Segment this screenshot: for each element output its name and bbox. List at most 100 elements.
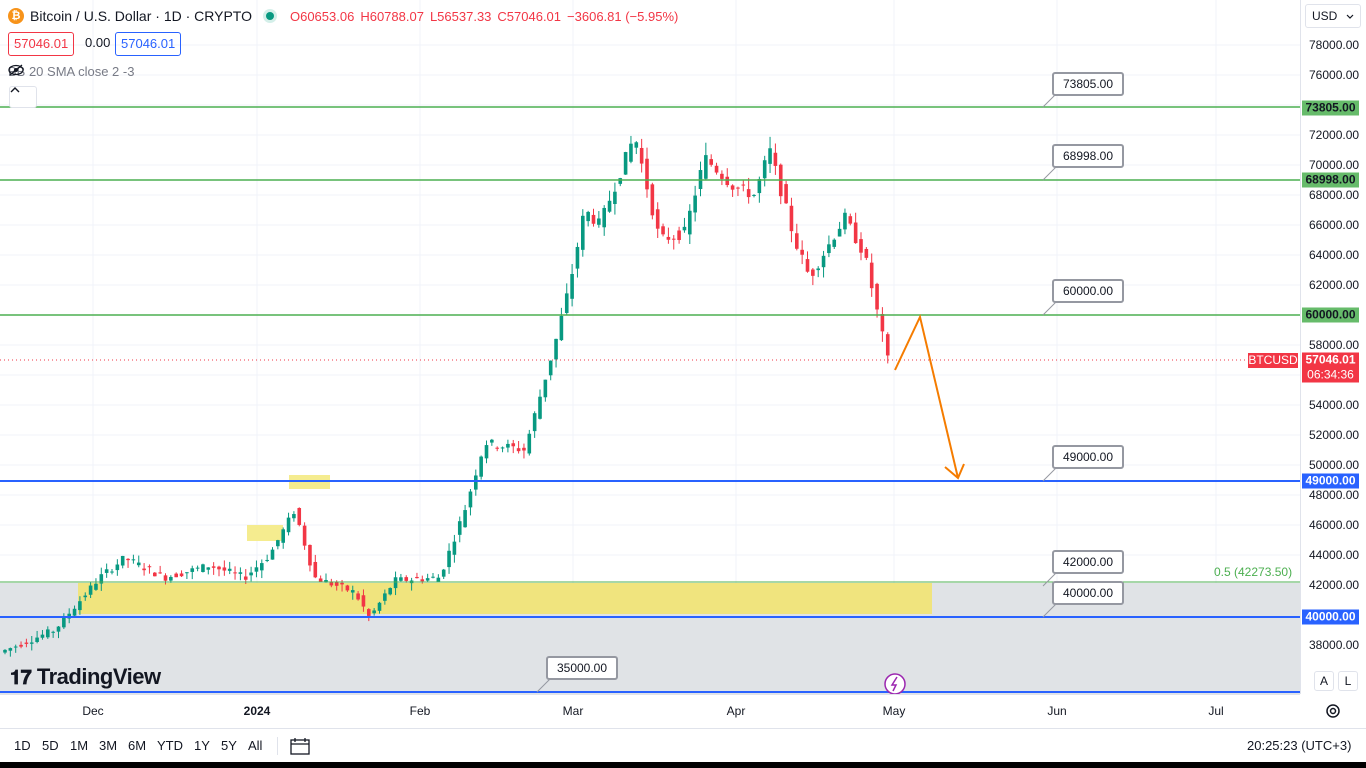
callout-35000[interactable]: 35000.00 (546, 656, 618, 680)
price-tick: 68000.00 (1309, 188, 1360, 202)
callout-60000[interactable]: 60000.00 (1052, 279, 1124, 303)
eye-crossed-icon[interactable] (8, 64, 24, 76)
candle-body (431, 576, 435, 578)
currency-label: USD (1312, 9, 1338, 23)
price-tick: 44000.00 (1309, 548, 1360, 562)
ask-price-box[interactable]: 57046.01 (115, 32, 182, 56)
candle-body (832, 239, 837, 247)
candle-body (29, 642, 34, 644)
bid-price-box[interactable]: 57046.01 (8, 32, 75, 56)
range-6m-button[interactable]: 6M (128, 738, 147, 753)
candle-body (607, 200, 612, 212)
candle-body (634, 142, 639, 148)
lightning-event-icon[interactable] (884, 673, 906, 694)
candle-body (110, 571, 114, 573)
candle-body (811, 269, 815, 276)
candle-body (677, 230, 681, 241)
candle-body (206, 567, 211, 570)
candle-body (532, 413, 537, 432)
tradingview-logo[interactable]: 𝟏𝟕 TradingView (10, 664, 161, 689)
range-ytd-button[interactable]: YTD (157, 738, 183, 753)
candle-body (8, 648, 13, 651)
callout-40000[interactable]: 40000.00 (1052, 581, 1124, 605)
candle-body (784, 184, 788, 204)
candle-body (741, 184, 746, 186)
symbol-legend[interactable]: ₿ Bitcoin / U.S. Dollar · 1D · CRYPTO O6… (8, 8, 678, 24)
candle-body (511, 443, 516, 447)
candle-body (554, 338, 558, 360)
indicator-legend[interactable]: BB 20 SMA close 2 -3 (8, 64, 134, 79)
candle-body (99, 574, 104, 584)
projection-arrow-path[interactable] (894, 313, 959, 479)
candle-body (324, 580, 328, 583)
time-label-apr: Apr (726, 704, 746, 718)
time-label-jun: Jun (1047, 704, 1067, 718)
candle-body (393, 577, 398, 589)
spread-value: 0.00 (85, 35, 111, 50)
candle-body (201, 564, 205, 572)
candle-body (388, 588, 392, 595)
range-1m-button[interactable]: 1M (70, 738, 89, 753)
range-1y-button[interactable]: 1Y (194, 738, 210, 753)
candle-body (179, 573, 184, 577)
candle-body (308, 544, 312, 566)
candle-body (746, 189, 751, 198)
candle-body (142, 568, 146, 571)
ohlc-low: L56537.33 (429, 8, 492, 24)
price-tick: 50000.00 (1309, 458, 1360, 472)
settings-gear-icon[interactable] (1324, 702, 1342, 720)
candle-body (500, 447, 505, 449)
price-tick: 52000.00 (1309, 428, 1360, 442)
candle-body (591, 214, 596, 224)
price-tick: 58000.00 (1309, 338, 1360, 352)
ohlc-change: −3606.81 (−5.95%) (567, 8, 679, 24)
price-tick: 76000.00 (1309, 68, 1360, 82)
candle-body (805, 259, 810, 272)
auto-scale-button[interactable]: A (1314, 671, 1334, 691)
price-tag-40000: 40000.00 (1302, 609, 1359, 625)
candle-body (436, 577, 441, 582)
candle-body (457, 521, 462, 535)
range-5d-button[interactable]: 5D (42, 738, 59, 753)
time-label-feb: Feb (409, 704, 431, 718)
currency-select[interactable]: USD (1305, 4, 1361, 28)
candle-body (281, 529, 285, 543)
price-tick: 54000.00 (1309, 398, 1360, 412)
candle-body (543, 379, 548, 398)
indicator-name: BB 20 SMA close 2 -3 (8, 64, 135, 79)
candle-body (827, 244, 831, 254)
candle-body (147, 566, 152, 568)
candle-body (174, 573, 178, 578)
range-1d-button[interactable]: 1D (14, 738, 31, 753)
callout-49000[interactable]: 49000.00 (1052, 445, 1124, 469)
candle-body (586, 211, 590, 222)
ohlc-open: O60653.06 (289, 8, 355, 24)
callout-42000[interactable]: 42000.00 (1052, 550, 1124, 574)
candle-body (249, 572, 253, 576)
candle-body (340, 582, 344, 585)
calendar-range-icon[interactable] (290, 737, 310, 755)
range-5y-button[interactable]: 5Y (221, 738, 237, 753)
candle-body (276, 540, 280, 547)
candle-body (56, 626, 61, 632)
symbol-title[interactable]: Bitcoin / U.S. Dollar · 1D · CRYPTO (30, 8, 252, 24)
candlestick-series (3, 135, 890, 657)
candle-body (645, 158, 649, 190)
price-axis[interactable]: 78000.0076000.0074000.0072000.0070000.00… (1300, 0, 1366, 694)
time-axis[interactable]: Dec 2024 Feb Mar Apr May Jun Jul (0, 694, 1300, 729)
candle-body (752, 194, 756, 196)
range-all-button[interactable]: All (248, 738, 263, 753)
collapse-legend-button[interactable] (9, 86, 37, 108)
range-3m-button[interactable]: 3M (99, 738, 118, 753)
candle-body (136, 562, 141, 566)
clock-timezone[interactable]: 20:25:23 (UTC+3) (1247, 738, 1352, 753)
log-scale-button[interactable]: L (1338, 671, 1358, 691)
price-chart-canvas[interactable] (0, 0, 1300, 694)
fib-label: 0.5 (42273.50) (1214, 565, 1293, 579)
candle-body (597, 218, 601, 225)
chart-pane[interactable]: 73805.00 68998.00 60000.00 49000.00 4200… (0, 0, 1300, 694)
candle-body (83, 595, 88, 598)
candle-body (94, 583, 98, 590)
callout-68998[interactable]: 68998.00 (1052, 144, 1124, 168)
callout-73805[interactable]: 73805.00 (1052, 72, 1124, 96)
